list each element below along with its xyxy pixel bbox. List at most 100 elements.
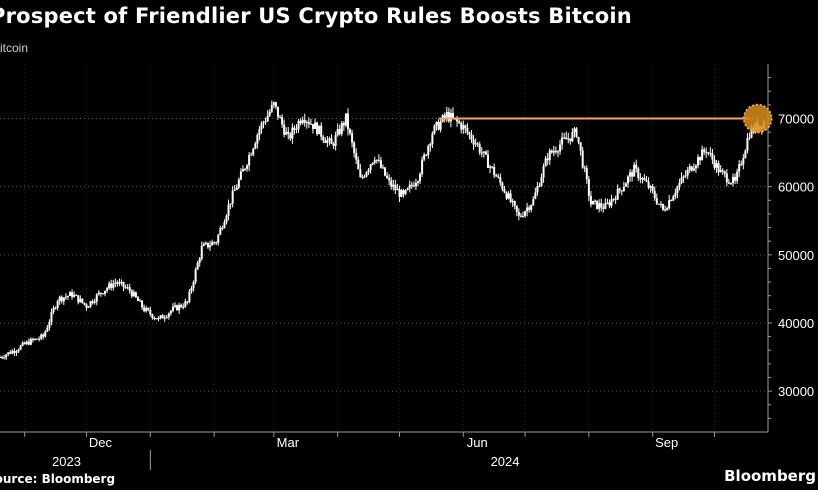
price-bar [163,317,166,319]
price-bar [363,176,366,178]
price-bar [40,334,43,339]
price-bar [738,164,741,172]
price-bar [396,189,399,191]
price-bar [9,352,12,354]
price-bar [559,144,562,152]
highlight-marker [742,103,773,134]
price-bar [482,151,485,153]
price-bar [604,203,607,209]
price-bar [608,202,611,206]
price-bar [554,150,557,153]
price-bar [270,105,273,112]
price-bar [699,157,702,161]
price-bar [499,177,502,183]
price-bar [600,203,603,208]
price-bar [575,128,578,137]
price-bar [44,331,47,337]
price-bar [464,125,467,129]
bloomberg-logo: Bloomberg [724,467,816,485]
price-bar [569,138,572,142]
price-bar [219,228,222,235]
price-bar [526,207,529,212]
price-bar [260,123,263,130]
price-bar [734,176,737,181]
price-bar [342,122,345,126]
price-bar [264,121,267,123]
price-bar [132,292,135,297]
price-bar [746,138,749,151]
price-bar [188,291,191,302]
price-bar [13,350,16,353]
price-bar [25,341,28,345]
price-bar [511,201,514,203]
price-bar [320,125,323,137]
price-bar [346,113,349,130]
price-bar [274,102,277,107]
price-bar [369,164,372,170]
price-bar [579,142,582,151]
price-bar [157,317,160,320]
price-bar [155,318,158,320]
price-bar [50,312,53,323]
price-bar [355,152,358,160]
price-bar [262,122,265,124]
price-bar [309,123,312,125]
price-bar [517,211,520,216]
price-bar [204,242,207,244]
price-bar [486,154,489,168]
price-bar [231,190,234,204]
price-bar [536,186,539,193]
price-bar [614,198,617,200]
price-bar [521,216,524,218]
price-bar [305,121,308,123]
price-bar [336,128,339,136]
price-bar [85,304,88,308]
y-tick-label: 40000 [778,316,814,331]
price-bar [548,150,551,161]
price-bar [69,292,72,296]
price-bar [641,178,644,180]
price-bar [7,352,10,355]
price-bar [326,140,329,143]
price-bar [429,143,432,146]
price-bar [233,189,236,191]
price-bar [750,127,753,138]
price-bar [34,338,37,340]
price-bar [388,177,391,181]
price-bar [151,314,154,318]
price-bar [283,124,286,135]
price-bar [466,128,469,133]
price-bar [180,304,183,307]
price-bar [351,133,354,143]
price-bar [31,338,34,340]
price-bar [159,315,162,318]
price-bar [77,295,80,303]
price-bar [666,208,669,211]
price-bar [289,133,292,139]
reference-layer [438,103,773,134]
price-bar [27,341,30,345]
price-bar [276,106,279,118]
price-bar [680,177,683,183]
price-bar [674,193,677,197]
price-bar [250,154,253,156]
price-bar [497,176,500,178]
price-bar [419,173,422,182]
price-bar [120,281,123,283]
source-note: Source: Bloomberg [0,472,116,486]
price-bar [338,128,341,134]
price-bar [542,166,545,178]
price-bar [171,306,174,311]
price-bar [589,195,592,205]
price-bar [581,150,584,168]
price-bar [66,295,69,297]
price-bar [509,193,512,202]
price-bar [36,338,39,340]
price-bar [106,288,109,291]
price-bar [293,127,296,130]
price-bar [334,135,337,146]
price-bar [192,282,195,289]
price-bar [390,180,393,187]
y-tick-label: 50000 [778,248,814,263]
